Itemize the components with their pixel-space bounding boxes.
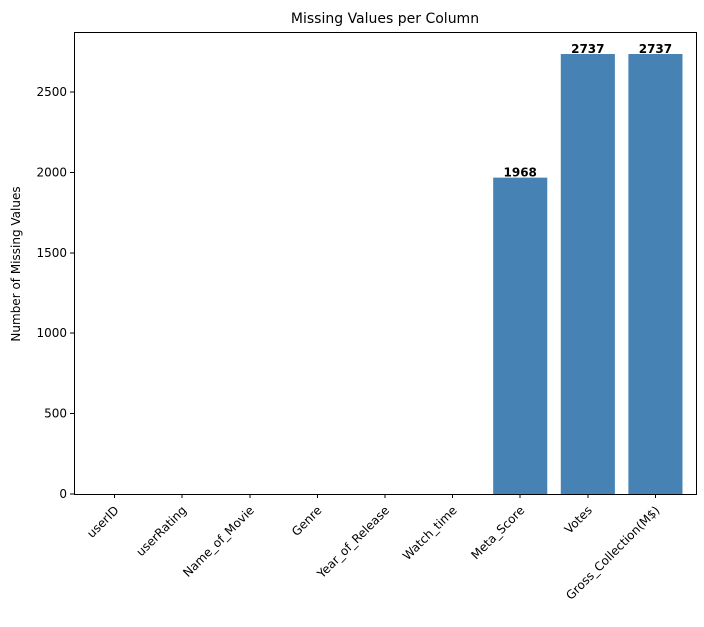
y-tick-label-5: 2500 bbox=[36, 85, 67, 99]
x-tick-label-6: Meta_Score bbox=[468, 503, 527, 562]
data-label-6: 1968 bbox=[504, 166, 537, 180]
bar-7 bbox=[560, 54, 615, 495]
bars-group bbox=[493, 54, 683, 495]
data-labels-group: 1968 2737 2737 bbox=[504, 42, 673, 180]
bar-6 bbox=[493, 177, 548, 494]
x-tick-label-3: Genre bbox=[289, 503, 325, 539]
data-label-7: 2737 bbox=[571, 42, 604, 56]
y-tick-label-0: 0 bbox=[59, 487, 67, 501]
y-axis-label: Number of Missing Values bbox=[9, 186, 23, 341]
bar-8 bbox=[628, 54, 683, 495]
y-tick-label-3: 1500 bbox=[36, 246, 67, 260]
x-tick-label-4: Year_of_Release bbox=[314, 503, 392, 581]
x-tick-label-2: Name_of_Movie bbox=[180, 503, 257, 580]
x-tick-label-5: Watch_time bbox=[400, 503, 460, 563]
x-tick-label-0: userID bbox=[84, 503, 121, 540]
x-tick-label-7: Votes bbox=[562, 503, 595, 536]
x-tick-label-1: userRating bbox=[134, 503, 190, 559]
axes-frame bbox=[74, 32, 697, 495]
chart-title: Missing Values per Column bbox=[291, 11, 479, 27]
y-tick-label-4: 2000 bbox=[36, 165, 67, 179]
y-axis-ticks: 0 500 1000 1500 2000 2500 bbox=[36, 85, 74, 501]
data-label-8: 2737 bbox=[639, 42, 672, 56]
y-tick-label-2: 1000 bbox=[36, 326, 67, 340]
y-tick-label-1: 500 bbox=[44, 407, 67, 421]
